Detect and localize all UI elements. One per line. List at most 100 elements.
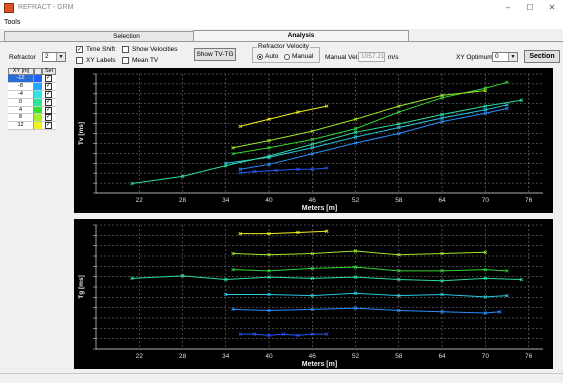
minimize-button[interactable]: – (505, 3, 511, 12)
data-point (397, 269, 401, 273)
x-tick-label: 58 (395, 353, 403, 360)
x-tick-label: 76 (525, 197, 533, 204)
data-point (310, 145, 315, 150)
data-point (483, 111, 488, 116)
section-button[interactable]: Section (524, 50, 560, 63)
data-point (223, 163, 228, 168)
data-point (353, 130, 358, 135)
xy-value: -8 (8, 82, 34, 91)
tab-analysis[interactable]: Analysis (193, 30, 409, 41)
data-point (267, 138, 271, 143)
xy-sel-cell: ✓ (42, 98, 56, 107)
xy-color-swatch (34, 75, 42, 83)
data-point (238, 167, 242, 171)
data-point (483, 104, 488, 108)
xy-sel-cell: ✓ (42, 114, 56, 123)
xy-value: -12 (8, 75, 34, 83)
xy-color-swatch (34, 114, 42, 123)
data-point (231, 251, 235, 256)
series-line-1 (240, 108, 508, 170)
data-point (310, 332, 315, 336)
xy-table-row[interactable]: 8 ✓ (8, 114, 56, 123)
data-point (252, 169, 257, 174)
data-point (310, 293, 315, 298)
manual-vel-label: Manual Vel. (325, 54, 359, 61)
x-tick-label: 52 (352, 197, 360, 204)
data-point (296, 230, 300, 235)
xy-sel-checkbox[interactable]: ✓ (45, 82, 52, 90)
data-point (353, 275, 358, 279)
xy-table-row[interactable]: 4 ✓ (8, 106, 56, 115)
show-tvtg-button[interactable]: Show TV-TG (194, 48, 236, 61)
maximize-button[interactable]: ☐ (526, 3, 534, 12)
data-point (440, 119, 444, 124)
auto-radio[interactable] (257, 54, 263, 60)
show-velocities-label: Show Velocities (132, 46, 178, 53)
close-button[interactable]: ✕ (548, 3, 556, 12)
menu-tools[interactable]: Tools (4, 19, 21, 26)
xy-labels-checkbox[interactable] (76, 57, 83, 64)
series-line-4 (232, 266, 507, 272)
xy-sel-cell: ✓ (42, 75, 56, 83)
x-tick-label: 58 (395, 197, 403, 204)
refractor-select[interactable]: 2 ▼ (42, 52, 66, 62)
xy-table-row[interactable]: 12 ✓ (8, 122, 56, 131)
data-point (440, 292, 444, 297)
data-point (397, 252, 401, 257)
data-point (310, 129, 315, 133)
xy-color-swatch (34, 90, 42, 99)
x-tick-label: 52 (352, 353, 360, 360)
xy-table-row[interactable]: 0 ✓ (8, 98, 56, 107)
data-point (310, 307, 315, 312)
xy-sel-checkbox[interactable]: ✓ (45, 122, 52, 130)
manual-vel-input[interactable]: 1057.21 (358, 52, 385, 62)
xy-sel-checkbox[interactable]: ✓ (45, 75, 52, 82)
data-point (296, 167, 300, 171)
xy-sel-checkbox[interactable]: ✓ (45, 114, 52, 122)
status-bar (0, 373, 563, 383)
xy-table-row[interactable]: -8 ✓ (8, 82, 56, 91)
data-point (267, 308, 271, 313)
data-point (440, 93, 444, 98)
data-point (353, 141, 358, 145)
data-point (483, 107, 488, 112)
data-point (324, 104, 329, 108)
series-line-4 (232, 81, 508, 155)
xy-labels-label: XY Labels (86, 57, 116, 64)
xy-value: 0 (8, 98, 34, 107)
data-point (310, 137, 315, 142)
data-point (231, 145, 235, 150)
data-point (310, 276, 315, 281)
data-point (180, 274, 185, 278)
tab-divider (0, 41, 563, 42)
data-point (324, 332, 329, 336)
xy-optimum-select[interactable]: 0 ▼ (492, 52, 518, 62)
show-velocities-checkbox[interactable] (122, 46, 129, 53)
sel-column-header: Sel (42, 68, 56, 75)
time-shift-label: Time Shift (86, 46, 116, 53)
data-point (353, 117, 358, 122)
data-point (223, 277, 228, 282)
xy-color-swatch (34, 82, 42, 91)
mean-tv-checkbox[interactable] (122, 57, 129, 64)
y-axis-label: Tv [ms] (78, 122, 85, 145)
time-shift-checkbox[interactable]: ✓ (76, 46, 83, 53)
xy-sel-checkbox[interactable]: ✓ (45, 106, 52, 114)
xy-sel-checkbox[interactable]: ✓ (45, 90, 52, 98)
xy-table-row[interactable]: -4 ✓ (8, 90, 56, 99)
data-point (397, 131, 401, 136)
x-tick-label: 64 (438, 353, 446, 360)
x-tick-label: 28 (179, 197, 187, 204)
x-tick-label: 40 (265, 197, 273, 204)
xy-optimum-label: XY Optimum (456, 54, 493, 61)
series-line-3 (131, 99, 522, 184)
y-axis-label: Tg [ms] (78, 275, 85, 298)
manual-radio[interactable] (284, 54, 290, 60)
data-point (310, 167, 315, 171)
data-point (180, 174, 185, 179)
xy-sel-checkbox[interactable]: ✓ (45, 98, 52, 106)
xy-table-row[interactable]: -12 ✓ (8, 75, 56, 83)
xy-value: 12 (8, 122, 34, 131)
data-point (397, 293, 401, 298)
data-point (353, 126, 358, 131)
